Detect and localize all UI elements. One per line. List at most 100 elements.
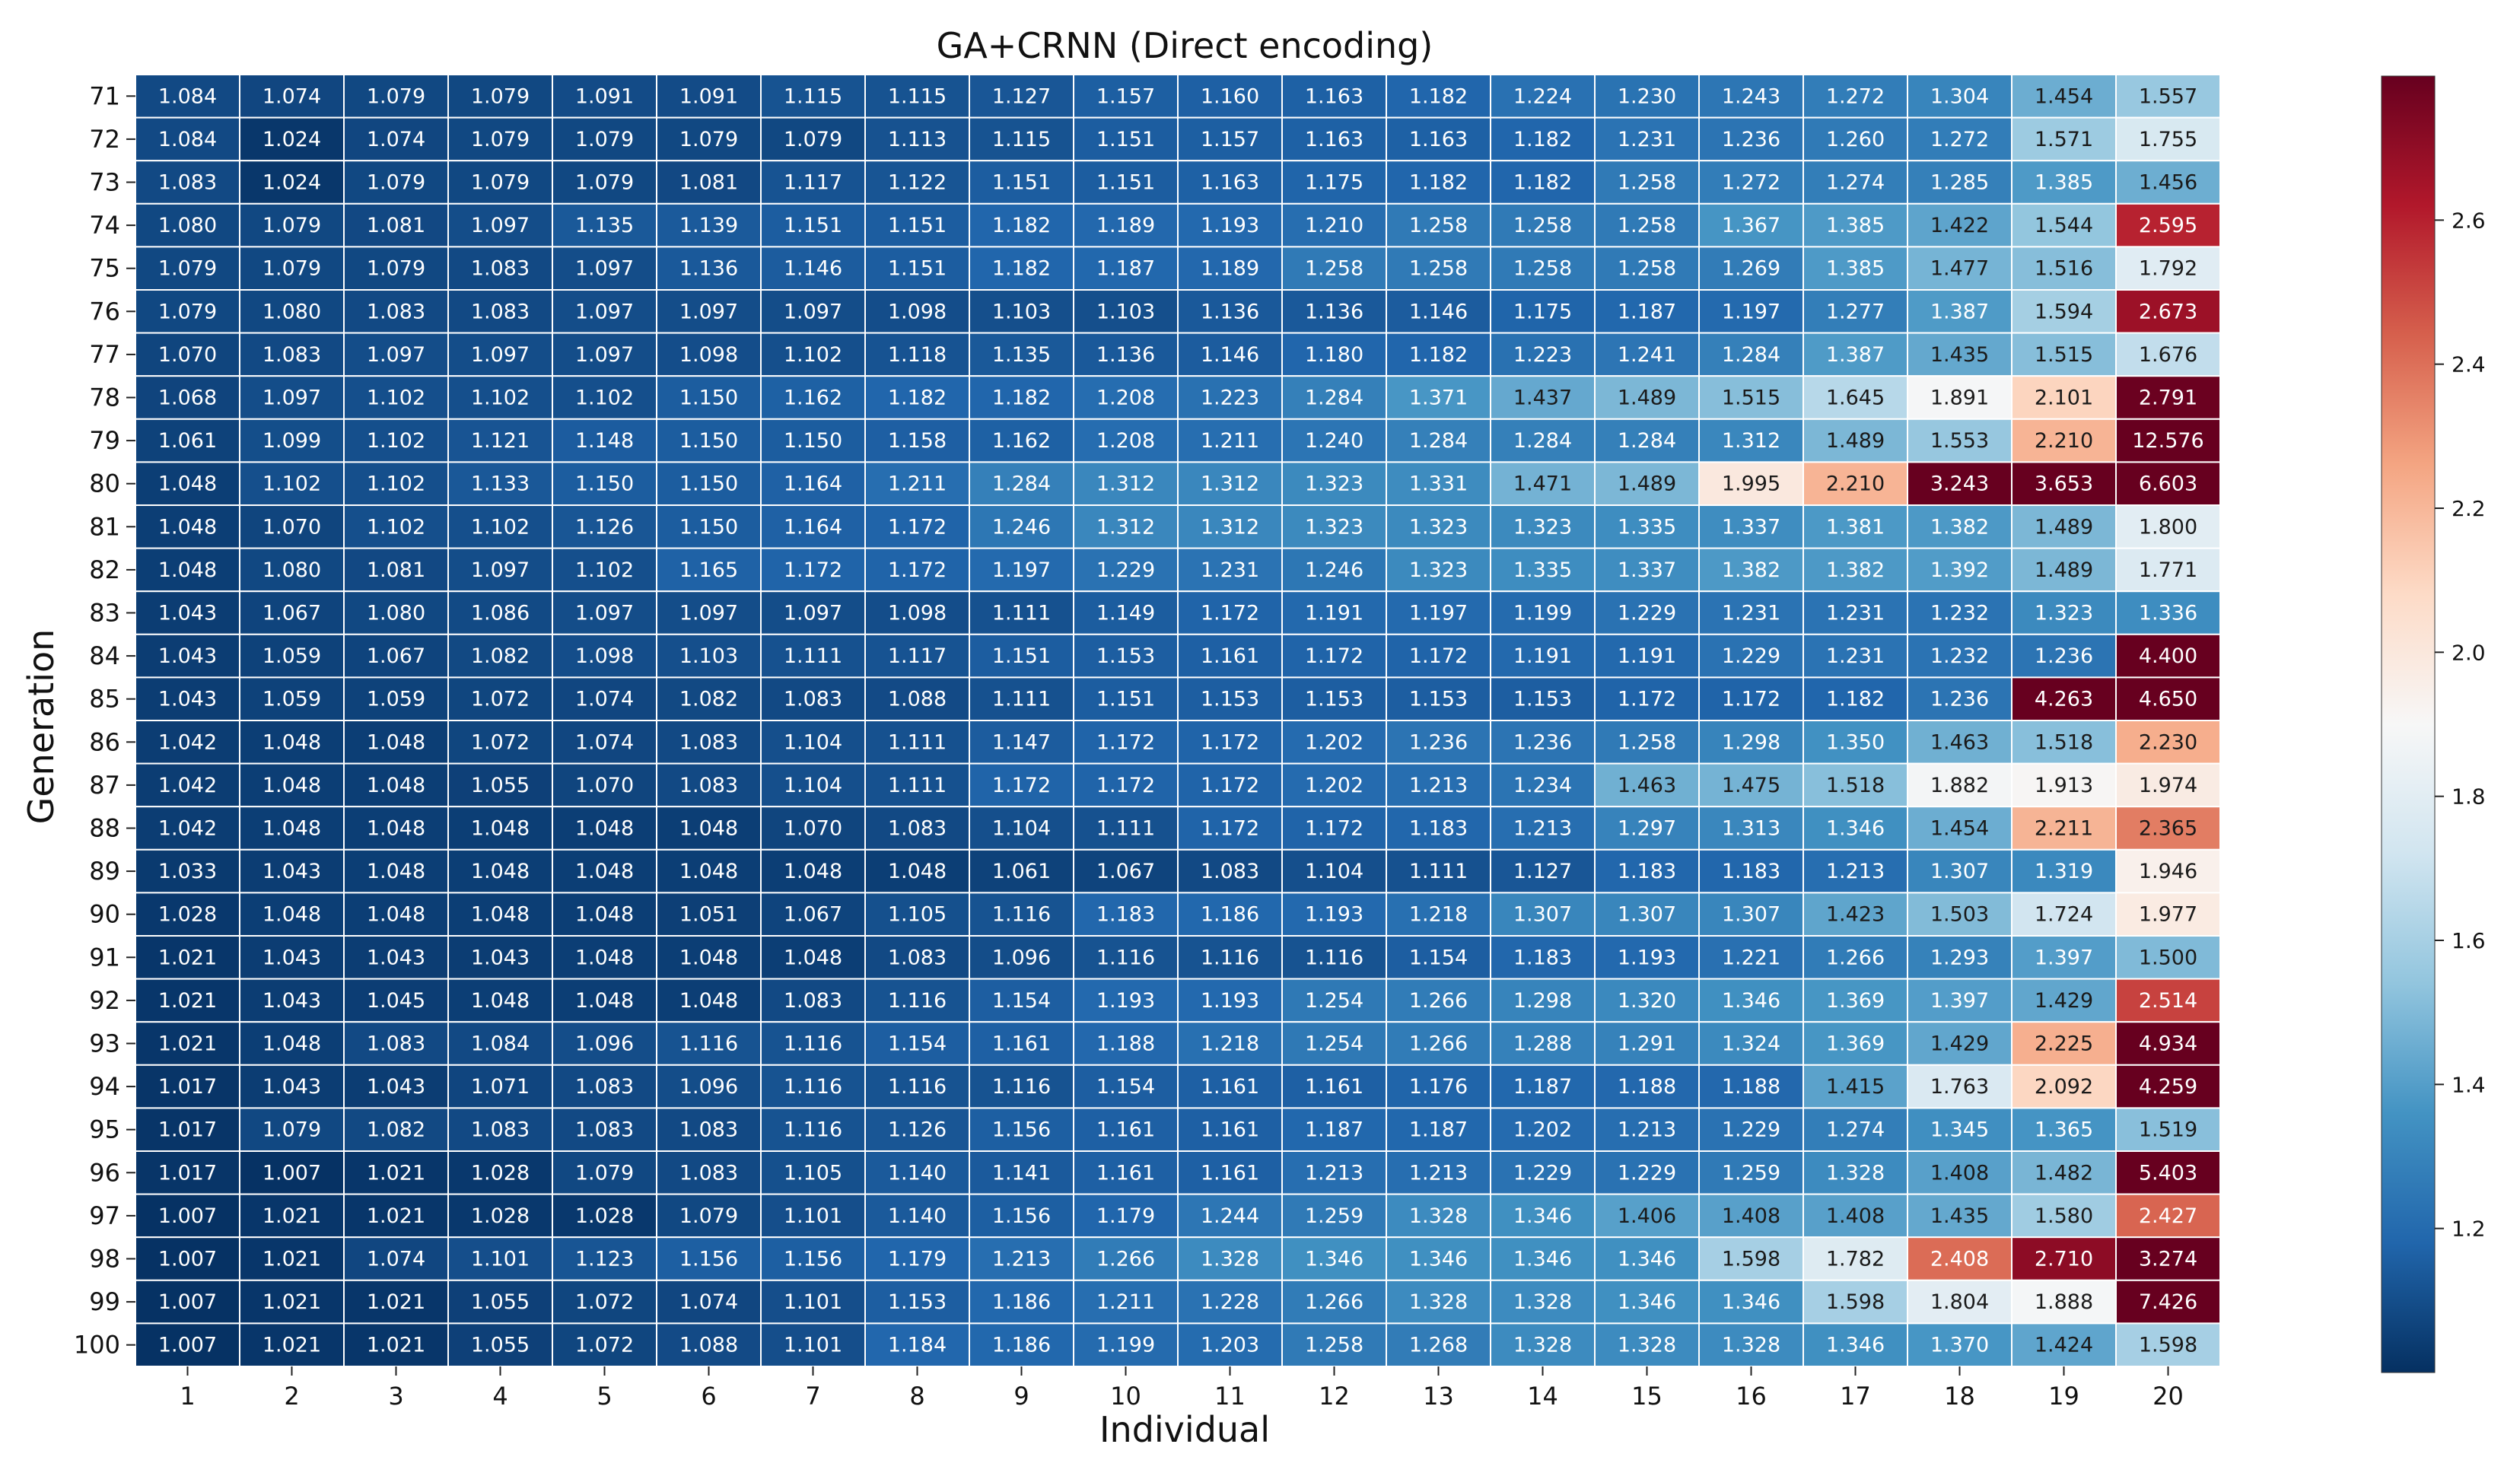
heatmap-cell	[447, 633, 553, 679]
cell-value-label: 1.183	[1618, 860, 1676, 883]
cell-value-label: 1.156	[992, 1118, 1051, 1142]
heatmap-cell	[1594, 160, 1700, 205]
cell-value-label: 1.382	[1722, 558, 1780, 582]
x-tick-label: 5	[597, 1382, 612, 1411]
cell-value-label: 2.092	[2035, 1075, 2093, 1099]
heatmap-cell	[1698, 461, 1804, 507]
cell-value-label: 1.175	[1305, 171, 1363, 195]
cell-value-label: 1.298	[1722, 730, 1780, 754]
heatmap-cell	[1490, 547, 1596, 593]
cell-value-label: 1.080	[158, 214, 217, 237]
heatmap-cell	[760, 720, 866, 765]
heatmap-cell	[1907, 246, 2013, 291]
cell-value-label: 1.160	[1201, 84, 1259, 108]
cell-value-label: 1.224	[1513, 84, 1572, 108]
heatmap-cell	[1698, 720, 1804, 765]
heatmap-cell	[1177, 375, 1283, 420]
cell-value-label: 1.083	[367, 300, 425, 323]
heatmap-cell	[1386, 806, 1491, 851]
cell-value-label: 1.202	[1513, 1118, 1572, 1142]
heatmap-cell	[447, 1107, 553, 1153]
cell-value-label: 1.048	[784, 946, 842, 969]
heatmap-cell	[343, 935, 449, 980]
heatmap-cell	[1698, 74, 1804, 119]
cell-value-label: 1.182	[1826, 688, 1885, 711]
cell-value-label: 1.268	[1409, 1334, 1468, 1357]
cell-value-label: 1.043	[262, 860, 321, 883]
heatmap-cell	[969, 1279, 1074, 1325]
heatmap-cell	[343, 1107, 449, 1153]
heatmap-cell	[969, 461, 1074, 507]
heatmap-cell	[760, 762, 866, 808]
cell-value-label: 1.188	[1722, 1075, 1780, 1099]
x-tick-label: 3	[388, 1382, 403, 1411]
y-tick-label: 91	[89, 943, 120, 972]
cell-value-label: 2.230	[2139, 730, 2197, 754]
cell-value-label: 1.335	[1513, 558, 1572, 582]
heatmap-cell	[656, 1193, 762, 1239]
cell-value-label: 1.346	[1305, 1248, 1363, 1271]
heatmap-cell	[2115, 160, 2221, 205]
heatmap-cell	[447, 1150, 553, 1195]
cell-value-label: 1.408	[1826, 1204, 1885, 1228]
cell-value-label: 1.183	[1513, 946, 1572, 969]
cell-value-label: 1.115	[888, 84, 947, 108]
cell-value-label: 1.172	[1618, 688, 1676, 711]
cell-value-label: 1.800	[2139, 515, 2197, 539]
heatmap-cell	[1073, 590, 1179, 635]
cell-value-label: 1.179	[1096, 1204, 1155, 1228]
cell-value-label: 1.172	[1201, 817, 1259, 841]
cell-value-label: 1.070	[784, 817, 842, 841]
heatmap-cell	[1490, 1193, 1596, 1239]
cell-value-label: 1.241	[1618, 343, 1676, 367]
heatmap-cell	[1386, 547, 1491, 593]
cell-value-label: 1.187	[1096, 257, 1155, 281]
cell-value-label: 1.371	[1409, 386, 1468, 410]
cell-value-label: 1.397	[2035, 946, 2093, 969]
heatmap-cell	[239, 461, 345, 507]
cell-value-label: 1.149	[1096, 602, 1155, 625]
cell-value-label: 1.234	[1513, 774, 1572, 797]
heatmap-cell	[1698, 160, 1804, 205]
cell-value-label: 1.724	[2035, 903, 2093, 927]
heatmap-cell	[1073, 848, 1179, 894]
cell-value-label: 1.028	[471, 1161, 530, 1185]
cell-value-label: 1.231	[1618, 128, 1676, 151]
cell-value-label: 1.141	[992, 1161, 1051, 1185]
cell-value-label: 1.079	[471, 128, 530, 151]
cell-value-label: 1.231	[1826, 602, 1885, 625]
cell-value-label: 1.189	[1201, 257, 1259, 281]
heatmap-cell	[760, 806, 866, 851]
cell-value-label: 1.272	[1722, 171, 1780, 195]
cell-value-label: 1.258	[1305, 1334, 1363, 1357]
heatmap-cell	[1594, 504, 1700, 549]
heatmap-cell	[1594, 806, 1700, 851]
cell-value-label: 1.298	[1513, 989, 1572, 1013]
heatmap-cell	[2011, 1107, 2117, 1153]
cell-value-label: 1.079	[367, 257, 425, 281]
cell-value-label: 1.328	[1826, 1161, 1885, 1185]
cell-value-label: 1.161	[1201, 1118, 1259, 1142]
cell-value-label: 1.191	[1305, 602, 1363, 625]
cell-value-label: 1.755	[2139, 128, 2197, 151]
heatmap-cell	[1073, 1322, 1179, 1368]
heatmap-cell	[864, 375, 970, 420]
y-tick-label: 72	[89, 125, 120, 154]
heatmap-cell	[135, 762, 240, 808]
cell-value-label: 1.071	[471, 1075, 530, 1099]
cell-value-label: 1.079	[575, 171, 634, 195]
cell-value-label: 1.307	[1930, 860, 1989, 883]
cell-value-label: 1.387	[1826, 343, 1885, 367]
heatmap-cell	[1386, 848, 1491, 894]
cell-value-label: 1.080	[367, 602, 425, 625]
heatmap-cell	[1281, 332, 1387, 377]
heatmap-cell	[1698, 1107, 1804, 1153]
heatmap-cell	[656, 1021, 762, 1066]
cell-value-label: 1.408	[1722, 1204, 1780, 1228]
cell-value-label: 1.182	[1513, 128, 1572, 151]
cell-value-label: 1.272	[1826, 84, 1885, 108]
cell-value-label: 1.079	[471, 84, 530, 108]
heatmap-cell	[1803, 590, 1908, 635]
cell-value-label: 1.323	[1305, 515, 1363, 539]
cell-value-label: 1.365	[2035, 1118, 2093, 1142]
